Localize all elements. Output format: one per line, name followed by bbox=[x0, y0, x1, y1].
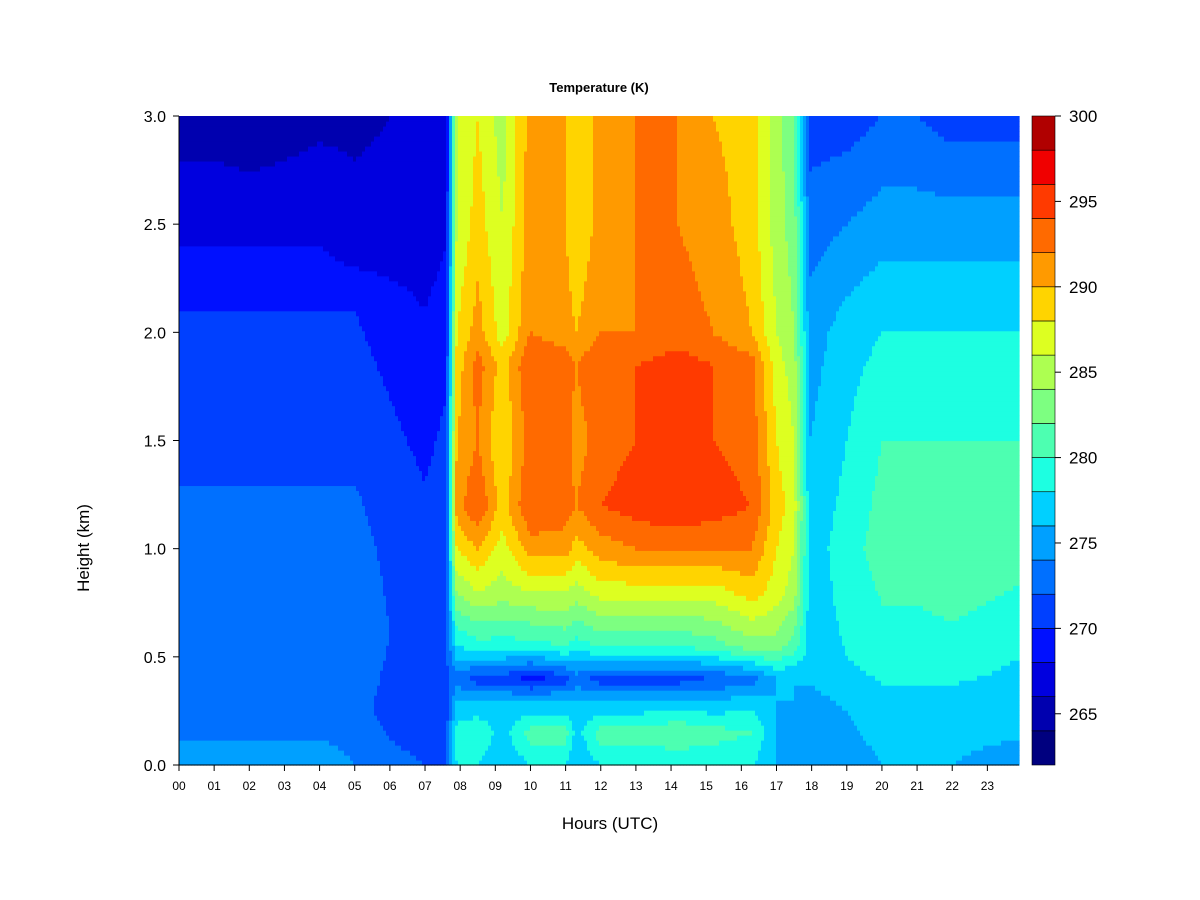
chart-title: Temperature (K) bbox=[549, 80, 648, 95]
heatmap-field bbox=[179, 116, 1020, 766]
